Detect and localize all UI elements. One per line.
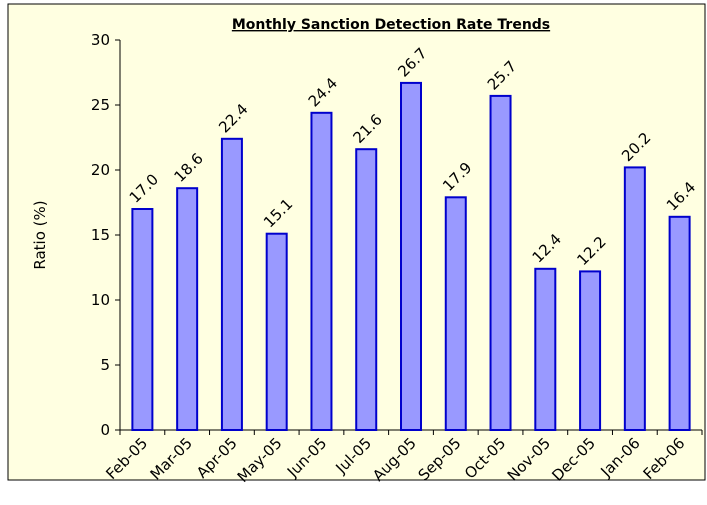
y-tick-label: 30 (91, 31, 110, 49)
bar (489, 94, 512, 432)
chart-title: Monthly Sanction Detection Rate Trends (232, 17, 550, 33)
bar (220, 137, 243, 432)
y-tick-label: 10 (91, 291, 110, 309)
y-tick-label: 15 (91, 226, 110, 244)
bar (444, 196, 467, 431)
bar (310, 111, 333, 432)
bar (579, 270, 602, 431)
y-tick-label: 0 (100, 421, 110, 439)
y-axis-label: Ratio (%) (31, 200, 49, 269)
bar (668, 215, 691, 431)
bar (400, 81, 422, 432)
bar (131, 208, 154, 431)
y-tick-label: 20 (91, 161, 110, 179)
bar (355, 148, 378, 431)
bar (534, 267, 557, 431)
y-tick-label: 25 (91, 96, 110, 114)
bar (265, 232, 288, 431)
bar (176, 187, 199, 431)
y-tick-label: 5 (100, 356, 110, 374)
bar (623, 166, 646, 431)
